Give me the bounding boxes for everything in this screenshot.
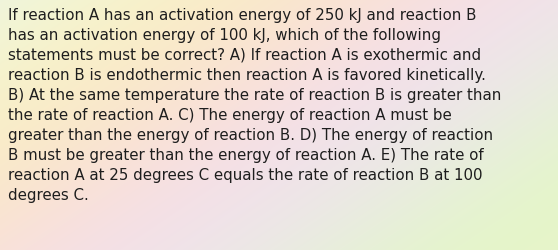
Text: If reaction A has an activation energy of 250 kJ and reaction B
has an activatio: If reaction A has an activation energy o…: [8, 8, 502, 202]
